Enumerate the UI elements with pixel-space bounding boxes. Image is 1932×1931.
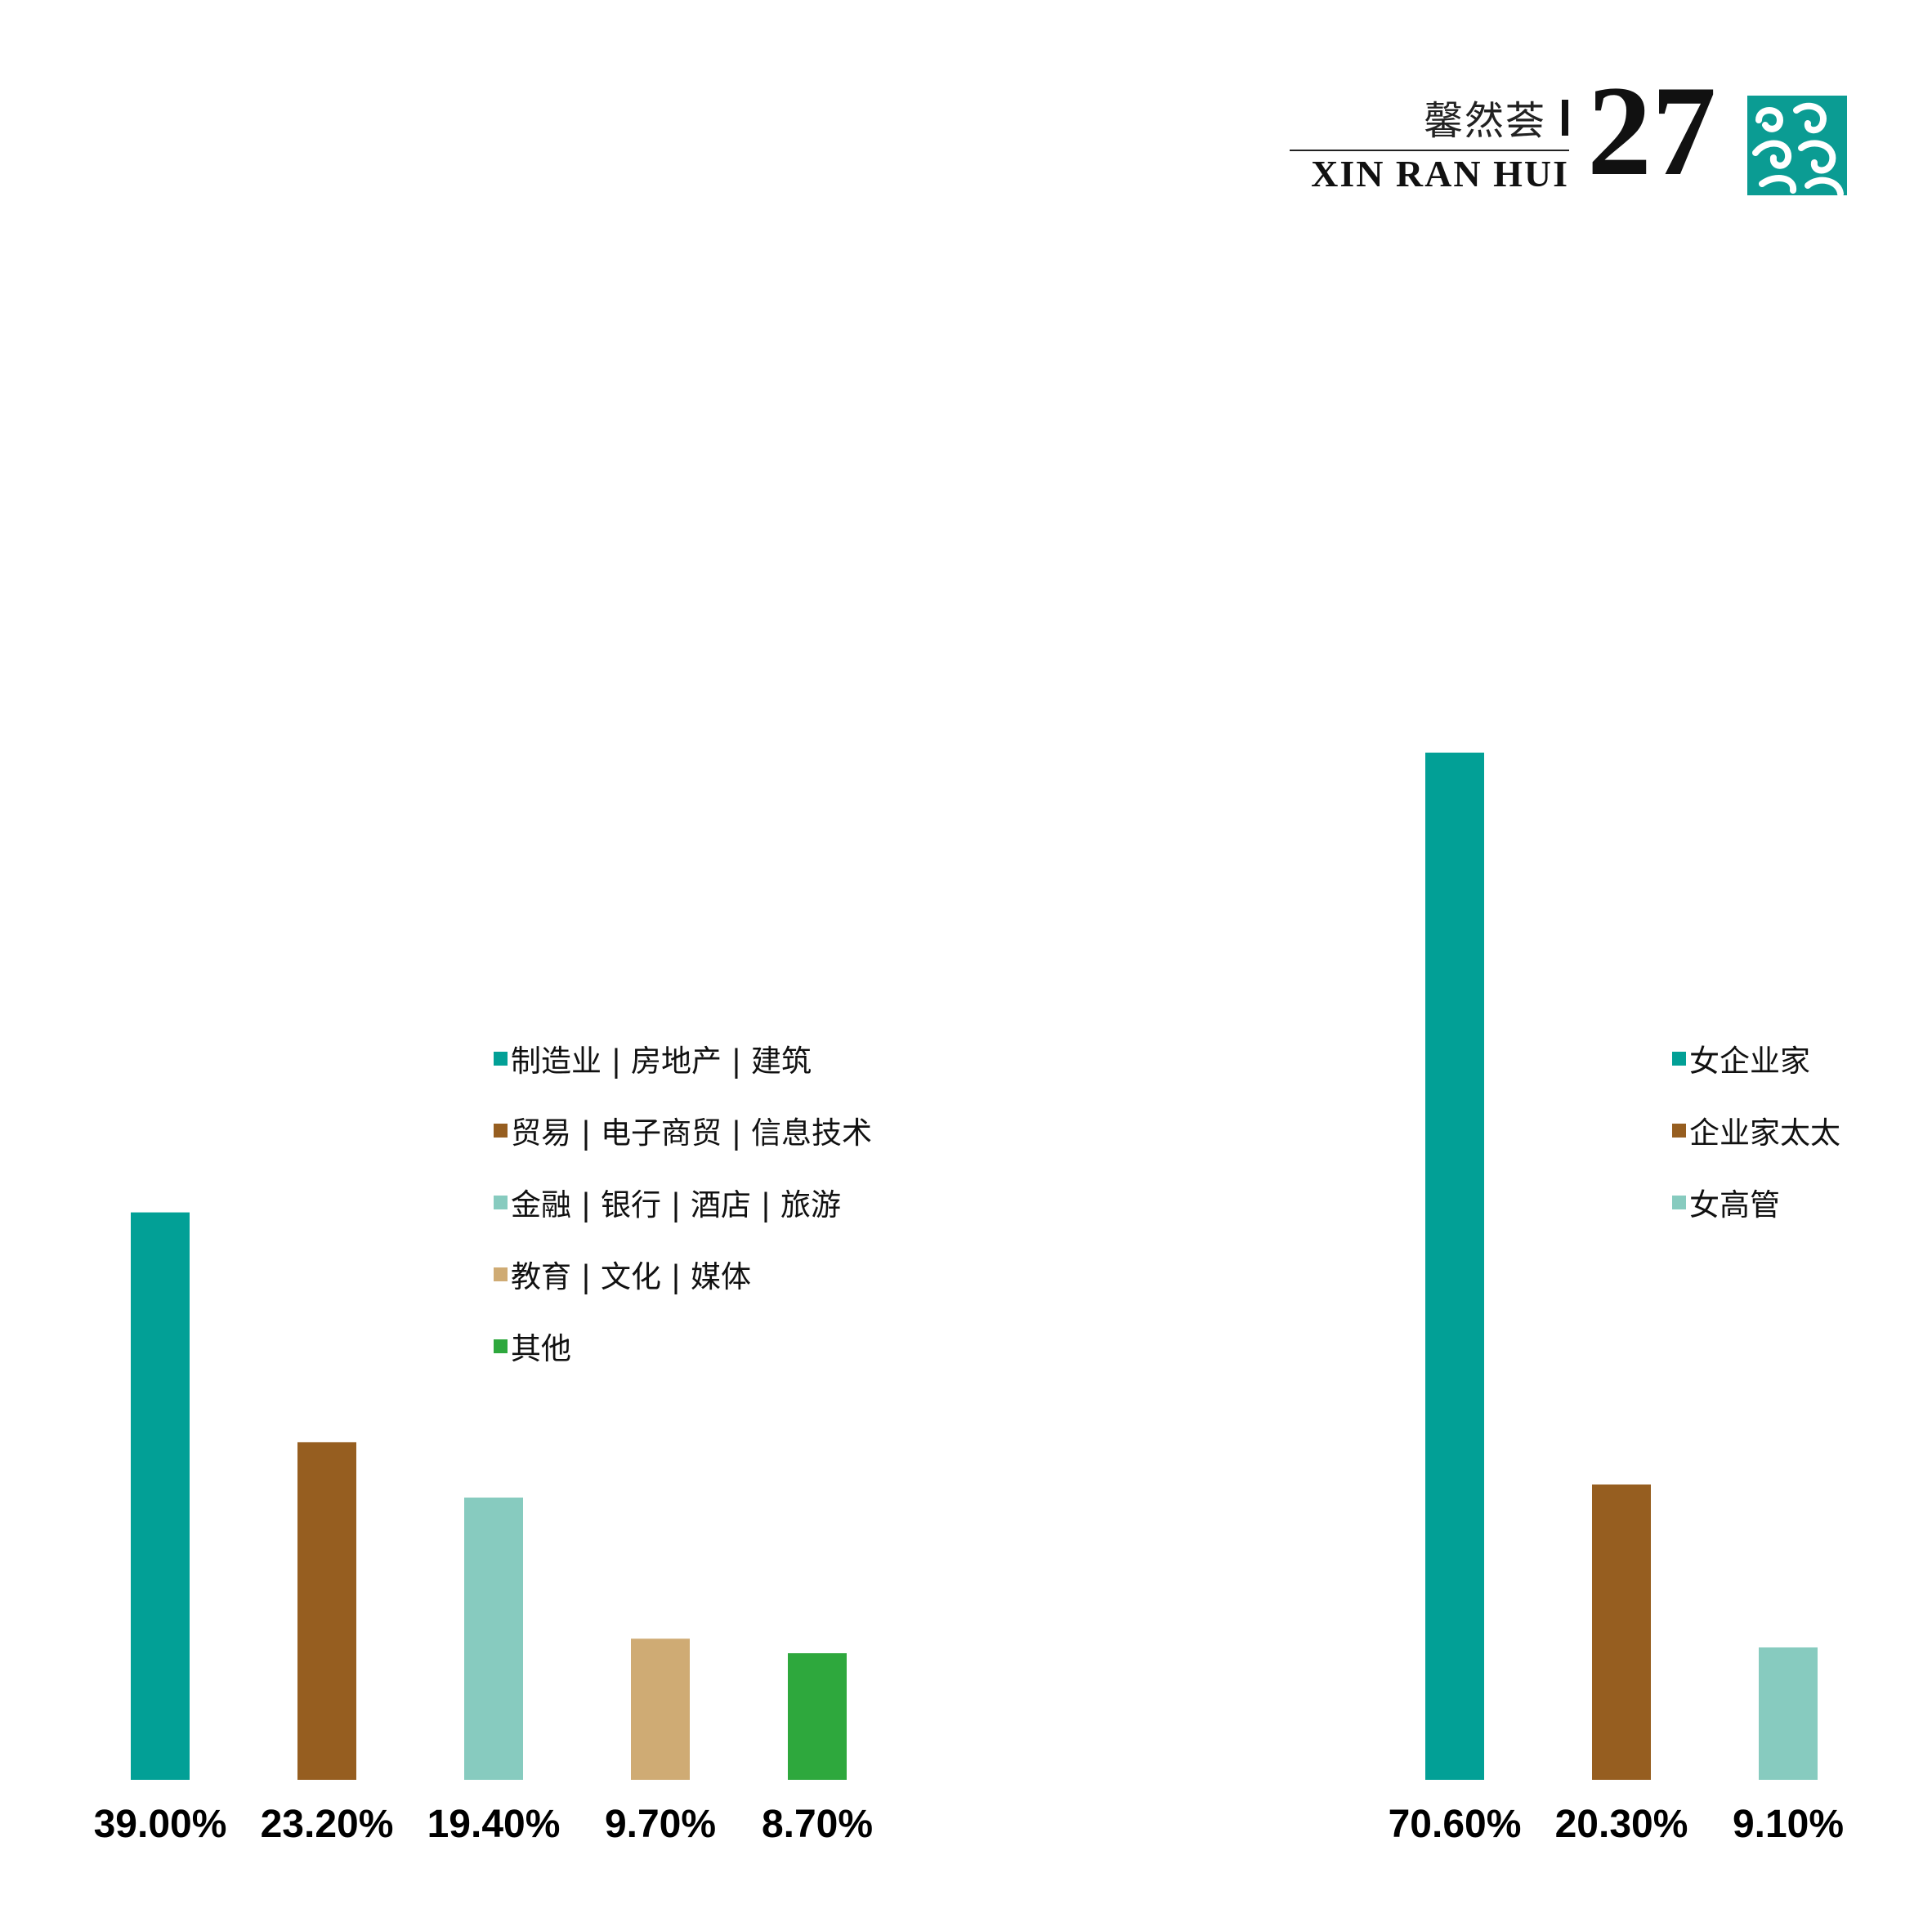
bar-value-label: 8.70%: [762, 1803, 873, 1846]
bar: [1759, 1647, 1818, 1780]
brand-divider: [1562, 100, 1568, 136]
legend-item: 企业家太太: [1672, 1110, 1840, 1151]
legend-swatch: [494, 1195, 508, 1209]
legend-label: 企业家太太: [1689, 1115, 1840, 1151]
legend-swatch: [494, 1123, 508, 1138]
bar: [1425, 753, 1484, 1780]
legend-label: 贸易 | 电子商贸 | 信息技术: [511, 1115, 872, 1151]
legend-swatch: [494, 1339, 508, 1353]
legend-label: 教育 | 文化 | 媒体: [511, 1259, 751, 1294]
bar-value-label: 19.40%: [427, 1803, 561, 1846]
bar-chart-1: 39.00% 23.20% 19.40% 9.70% 8.70%: [94, 1212, 873, 1846]
legend-label: 金融 | 银行 | 酒店 | 旅游: [511, 1187, 841, 1223]
legend-swatch: [1672, 1123, 1686, 1138]
legend-label: 制造业 | 房地产 | 建筑: [511, 1044, 812, 1079]
bar-chart-2: 70.60% 20.30% 9.10%: [1389, 753, 1844, 1846]
legend-label: 女企业家: [1689, 1044, 1810, 1079]
legend-swatch: [1672, 1051, 1686, 1066]
bar: [297, 1442, 356, 1780]
legend-item: 制造业 | 房地产 | 建筑: [494, 1038, 812, 1079]
legend-item: 女高管: [1672, 1182, 1780, 1223]
legend-item: 金融 | 银行 | 酒店 | 旅游: [494, 1182, 841, 1223]
bar: [631, 1638, 690, 1780]
role-legend: 女企业家 企业家太太 女高管: [1672, 1038, 1917, 1250]
brand-name-english: XIN RAN HUI: [1311, 153, 1569, 194]
bar-value-label: 9.70%: [605, 1803, 716, 1846]
brand-name-chinese: 馨然荟: [1423, 98, 1546, 144]
industry-legend: 制造业 | 房地产 | 建筑 贸易 | 电子商贸 | 信息技术 金融 | 银行 …: [494, 1038, 951, 1366]
legend-item: 其他: [494, 1325, 571, 1366]
legend-item: 女企业家: [1672, 1038, 1810, 1079]
legend-item: 教育 | 文化 | 媒体: [494, 1254, 751, 1294]
bar: [464, 1497, 523, 1780]
legend-item: 贸易 | 电子商贸 | 信息技术: [494, 1110, 872, 1151]
legend-label: 其他: [511, 1331, 571, 1366]
bar-value-label: 70.60%: [1389, 1803, 1522, 1846]
cloud-scroll-ornament-icon: [1747, 96, 1847, 195]
page-number: 27: [1587, 60, 1716, 203]
bar: [788, 1653, 847, 1780]
bar-value-label: 20.30%: [1555, 1803, 1688, 1846]
legend-label: 女高管: [1689, 1187, 1780, 1223]
legend-swatch: [494, 1051, 508, 1066]
brand-underline: [1290, 150, 1569, 151]
legend-swatch: [1672, 1195, 1686, 1209]
bar-value-label: 9.10%: [1733, 1803, 1844, 1846]
bar: [1592, 1484, 1651, 1780]
bar-value-label: 23.20%: [261, 1803, 394, 1846]
bar-value-label: 39.00%: [94, 1803, 227, 1846]
bar: [131, 1212, 190, 1780]
page-header: 馨然荟 XIN RAN HUI 27: [0, 0, 1932, 212]
legend-swatch: [494, 1267, 508, 1281]
